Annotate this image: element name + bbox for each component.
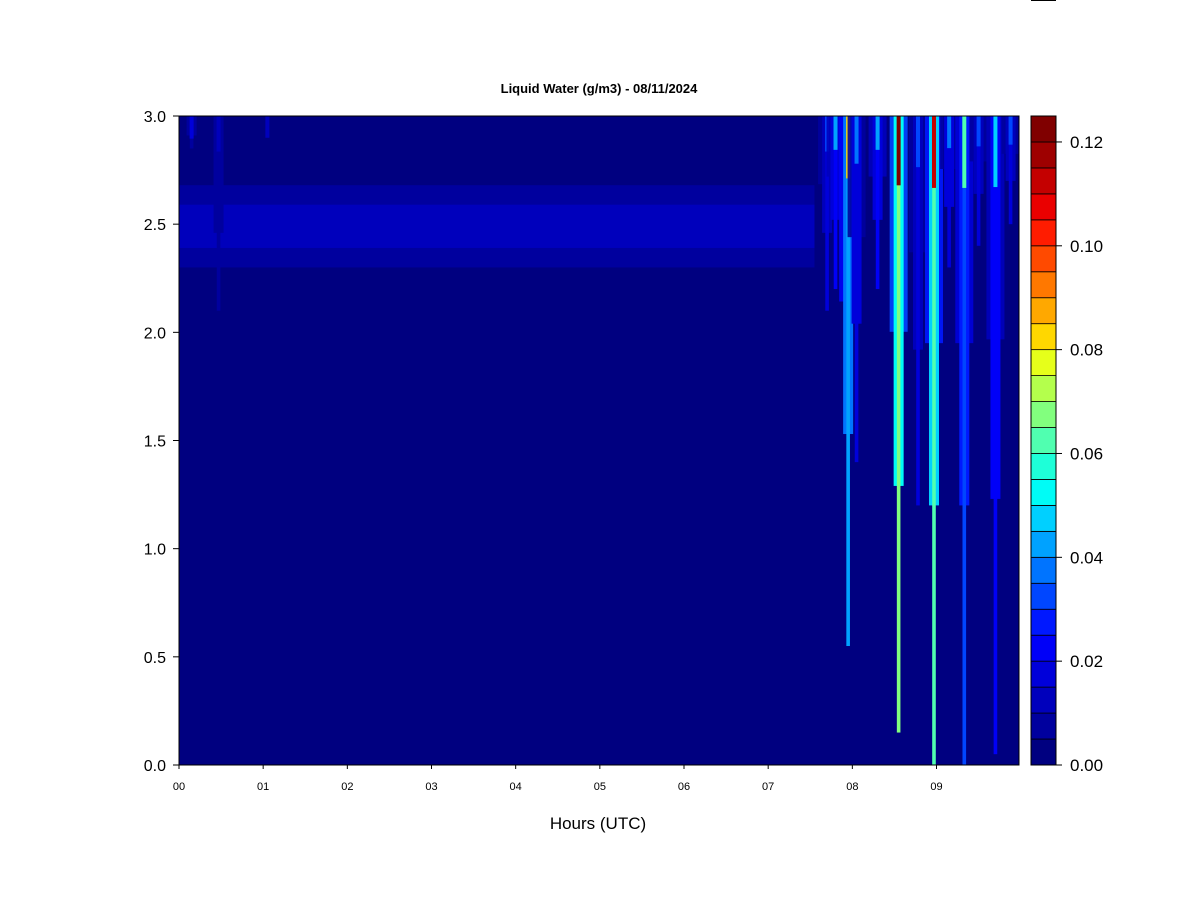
colorbar-swatch	[1030, 219, 1057, 247]
chart-title: Liquid Water (g/m3) - 08/11/2024	[501, 81, 699, 96]
corner-marker	[1031, 0, 1056, 1]
x-tick-label: 02	[341, 781, 353, 793]
y-tick-label: 1.0	[144, 542, 166, 559]
liquid-water-column	[940, 116, 959, 268]
colorbar-swatch	[1030, 297, 1057, 325]
x-axis: 00 01 02 03 04 05 06 07 08 09	[173, 764, 1019, 793]
y-tick-label: 2.5	[144, 217, 166, 234]
liquid-water-column	[986, 116, 1005, 755]
colorbar-swatch	[1030, 323, 1057, 351]
x-tick-label: 07	[762, 781, 774, 793]
x-tick-label: 08	[846, 781, 858, 793]
liquid-water-column	[1001, 116, 1019, 225]
colorbar-swatch	[1030, 193, 1057, 221]
x-tick-label: 05	[594, 781, 606, 793]
colorbar-swatch	[1030, 453, 1057, 480]
colorbar-swatch	[1030, 479, 1057, 506]
x-tick-label: 01	[257, 781, 269, 793]
x-tick-label: 09	[930, 781, 942, 793]
x-axis-label: Hours (UTC)	[550, 814, 646, 833]
liquid-water-column	[908, 116, 927, 506]
colorbar-swatch	[1030, 556, 1057, 584]
colorbar-tick-label: 0.08	[1070, 341, 1103, 360]
colorbar-swatch	[1030, 245, 1057, 273]
colorbar-swatch	[1030, 271, 1057, 299]
colorbar-swatch	[1030, 427, 1057, 454]
x-tick-label: 04	[510, 781, 522, 793]
liquid-water-column	[182, 116, 201, 149]
liquid-water-column	[847, 116, 866, 463]
y-tick-label: 3.0	[144, 109, 166, 126]
colorbar: 0.00 0.02 0.04 0.06 0.08 0.10 0.12	[1030, 115, 1103, 775]
colorbar-swatch	[1030, 634, 1057, 662]
y-tick-label: 0.0	[144, 758, 166, 775]
x-tick-label: 06	[678, 781, 690, 793]
liquid-water-column	[924, 116, 943, 765]
cloud-layer-core	[179, 204, 815, 248]
colorbar-swatch	[1030, 349, 1057, 377]
y-tick-label: 2.0	[144, 325, 166, 342]
x-tick-label: 00	[173, 781, 185, 793]
colorbar-swatch	[1030, 401, 1057, 428]
colorbar-swatch	[1030, 504, 1057, 532]
liquid-water-column	[969, 116, 988, 246]
colorbar-swatch	[1030, 686, 1057, 714]
colorbar-swatch	[1030, 608, 1057, 636]
y-tick-label: 1.5	[144, 434, 166, 451]
plot-frame	[178, 115, 1020, 766]
colorbar-swatch	[1030, 530, 1057, 558]
colorbar-swatch	[1030, 141, 1057, 169]
x-tick-label: 03	[425, 781, 437, 793]
colorbar-swatch	[1030, 738, 1057, 766]
colorbar-tick-label: 0.02	[1070, 652, 1103, 671]
liquid-water-column	[868, 116, 887, 290]
colorbar-tick-label: 0.10	[1070, 237, 1103, 256]
colorbar-tick-label: 0.12	[1070, 133, 1103, 152]
liquid-water-column	[955, 116, 974, 765]
liquid-water-column	[209, 116, 228, 311]
y-tick-label: 0.5	[144, 650, 166, 667]
liquid-water-column	[258, 116, 277, 138]
colorbar-tick-label: 0.06	[1070, 444, 1103, 463]
colorbar-swatch	[1030, 712, 1057, 740]
colorbar-tick-label: 0.00	[1070, 756, 1103, 775]
y-axis: 0.0 0.5 1.0 1.5 2.0 2.5 3.0	[144, 109, 180, 775]
colorbar-swatch	[1030, 660, 1057, 688]
colorbar-tick-label: 0.04	[1070, 548, 1103, 567]
colorbar-swatch	[1030, 582, 1057, 610]
liquid-water-column	[889, 116, 908, 733]
colorbar-swatch	[1030, 375, 1057, 402]
heatmap-plot-area	[179, 116, 1019, 765]
colorbar-swatch	[1030, 167, 1057, 195]
colorbar-swatch	[1030, 115, 1057, 143]
